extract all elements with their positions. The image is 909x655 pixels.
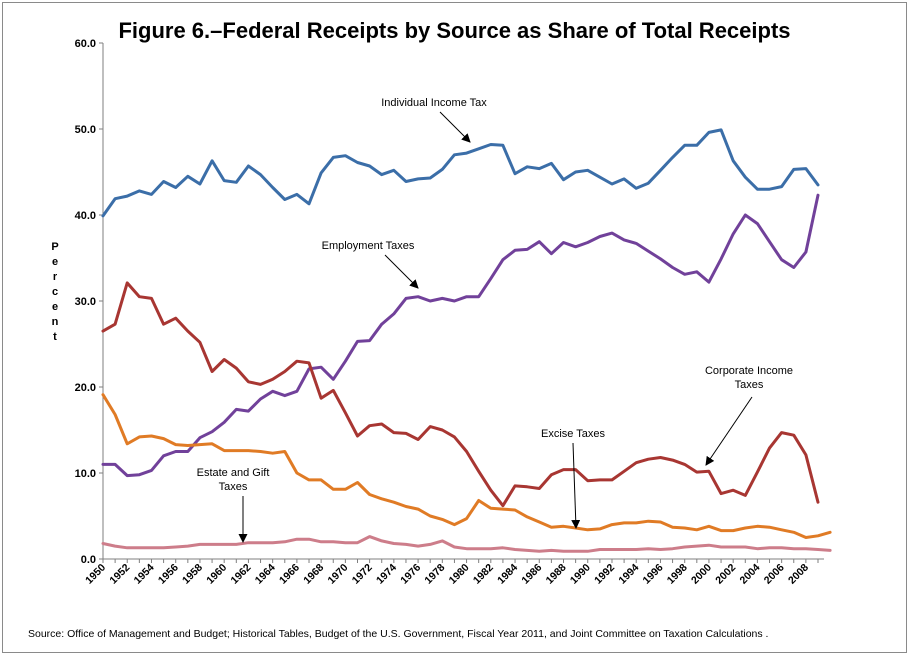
series-group bbox=[101, 128, 832, 553]
series-line-individual-income-tax bbox=[101, 128, 820, 218]
x-tick-label: 2002 bbox=[713, 562, 738, 587]
series-line-excise-taxes bbox=[101, 393, 832, 539]
annotation-corporate-arrow bbox=[705, 396, 753, 466]
x-tick-label: 1968 bbox=[301, 562, 326, 587]
series-line-corporate-income-taxes bbox=[101, 281, 820, 508]
y-label-letter: e bbox=[52, 301, 58, 313]
x-tick-label: 1956 bbox=[156, 562, 181, 587]
x-tick-label: 1958 bbox=[180, 562, 205, 587]
y-tick-label: 20.0 bbox=[75, 382, 96, 394]
x-tick-label: 1976 bbox=[398, 562, 423, 587]
annotation-excise-arrow bbox=[571, 442, 581, 529]
x-tick-label: 2004 bbox=[738, 562, 763, 587]
y-tick-label: 40.0 bbox=[75, 210, 96, 222]
y-tick-label: 60.0 bbox=[75, 38, 96, 50]
annotation-estate-text: Estate and Gift bbox=[197, 467, 270, 479]
annotation-individual-arrow bbox=[439, 111, 471, 143]
y-tick-label: 30.0 bbox=[75, 296, 96, 308]
x-tick-label: 1988 bbox=[544, 562, 569, 587]
x-tick-label: 2008 bbox=[786, 562, 811, 587]
x-tick-label: 1960 bbox=[204, 562, 229, 587]
annotations: Individual Income Tax Employment Taxes Cor… bbox=[197, 97, 793, 543]
source-note: Source: Office of Management and Budget;… bbox=[28, 628, 769, 640]
annotation-corporate-text: Corporate Income bbox=[705, 365, 793, 377]
y-tick-label: 0.0 bbox=[81, 554, 96, 566]
x-tick-label: 1996 bbox=[641, 562, 666, 587]
annotation-employment-arrow bbox=[384, 254, 419, 289]
x-tick-label: 1980 bbox=[447, 562, 472, 587]
annotation-estate-text: Taxes bbox=[219, 481, 248, 493]
x-tick-label: 1964 bbox=[253, 562, 278, 587]
y-label-letter: e bbox=[52, 256, 58, 268]
x-tick-label: 1972 bbox=[350, 562, 375, 587]
x-tick-label: 1994 bbox=[616, 562, 641, 587]
x-tick-label: 1984 bbox=[495, 562, 520, 587]
series-line-estate-and-gift-taxes bbox=[101, 535, 832, 553]
y-label-letter: c bbox=[52, 286, 58, 298]
x-tick-label: 1970 bbox=[325, 562, 350, 587]
x-tick-label: 1992 bbox=[592, 562, 617, 587]
x-tick-label: 1986 bbox=[519, 562, 544, 587]
y-tick-label: 10.0 bbox=[75, 468, 96, 480]
y-label-letter: P bbox=[51, 241, 58, 253]
y-label-letter: n bbox=[52, 316, 59, 328]
annotation-employment-text: Employment Taxes bbox=[322, 240, 415, 252]
chart-title: Figure 6.–Federal Receipts by Source as … bbox=[118, 18, 791, 43]
x-tick-label: 1990 bbox=[568, 562, 593, 587]
x-tick-label: 2000 bbox=[689, 562, 714, 587]
y-label-letter: r bbox=[53, 271, 58, 283]
x-tick-label: 1974 bbox=[374, 562, 399, 587]
y-label-letter: t bbox=[53, 331, 57, 343]
x-tick-label: 1978 bbox=[422, 562, 447, 587]
x-tick-label: 1952 bbox=[107, 562, 132, 587]
x-tick-label: 1982 bbox=[471, 562, 496, 587]
x-tick-label: 1966 bbox=[277, 562, 302, 587]
annotation-individual-text: Individual Income Tax bbox=[381, 97, 487, 109]
x-tick-label: 2006 bbox=[762, 562, 787, 587]
y-tick-label: 50.0 bbox=[75, 124, 96, 136]
x-tick-label: 1954 bbox=[132, 562, 157, 587]
x-tick-label: 1998 bbox=[665, 562, 690, 587]
annotation-excise-text: Excise Taxes bbox=[541, 428, 605, 440]
x-tick-label: 1962 bbox=[229, 562, 254, 587]
annotation-corporate-text: Taxes bbox=[735, 379, 764, 391]
series-line-employment-taxes bbox=[101, 193, 820, 478]
